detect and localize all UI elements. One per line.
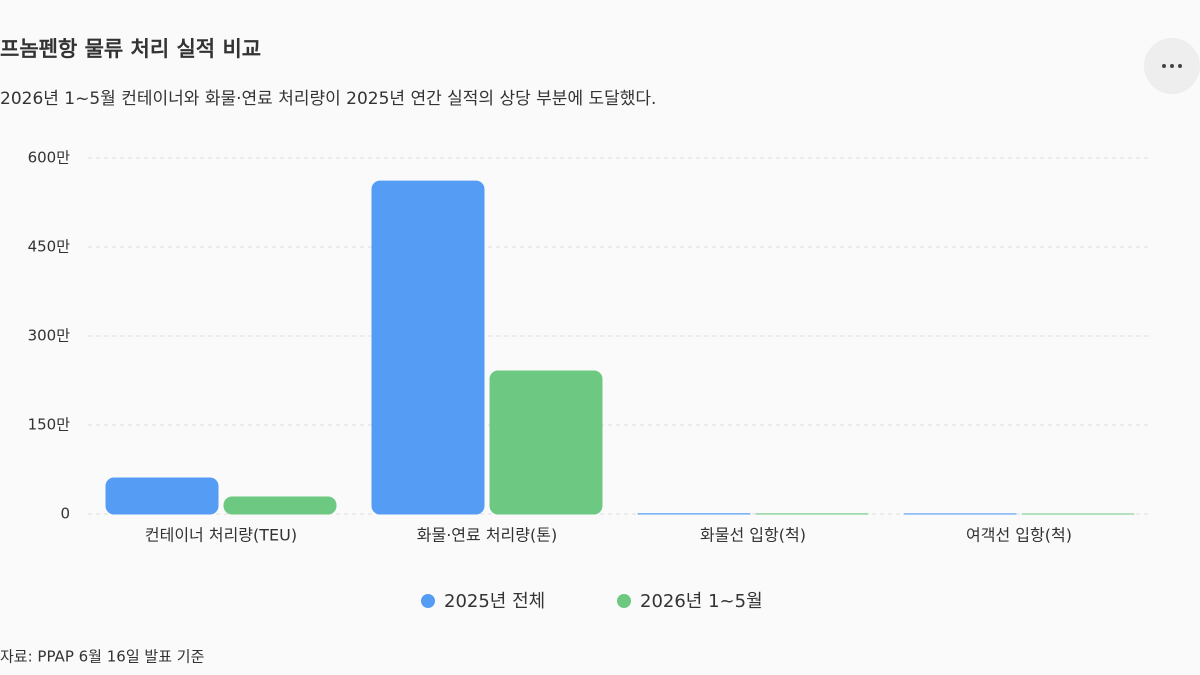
more-dot: [1170, 64, 1174, 68]
bar: [223, 496, 337, 515]
y-tick-label: 0: [60, 505, 70, 523]
legend-swatch: [421, 594, 435, 608]
y-tick-label: 600만: [28, 149, 71, 167]
y-tick-label: 450만: [28, 238, 71, 256]
chart-title: 프놈펜항 물류 처리 실적 비교: [0, 37, 261, 61]
bar: [371, 180, 485, 515]
y-tick-label: 300만: [28, 327, 71, 345]
y-tick-label: 150만: [28, 416, 71, 434]
legend-swatch: [617, 594, 631, 608]
more-button[interactable]: [1144, 38, 1200, 94]
legend-label: 2026년 1~5월: [640, 591, 763, 612]
x-tick-label: 여객선 입항(척): [966, 526, 1072, 545]
more-dot: [1178, 64, 1182, 68]
legend-label: 2025년 전체: [444, 591, 545, 612]
bar: [105, 477, 219, 515]
more-dot: [1162, 64, 1166, 68]
x-tick-label: 화물선 입항(척): [700, 526, 806, 545]
source-note: 자료: PPAP 6월 16일 발표 기준: [0, 648, 205, 666]
bar: [489, 370, 603, 515]
x-tick-label: 컨테이너 처리량(TEU): [145, 526, 297, 545]
chart-subtitle: 2026년 1~5월 컨테이너와 화물·연료 처리량이 2025년 연간 실적의…: [0, 89, 656, 109]
x-tick-label: 화물·연료 처리량(톤): [417, 526, 557, 545]
